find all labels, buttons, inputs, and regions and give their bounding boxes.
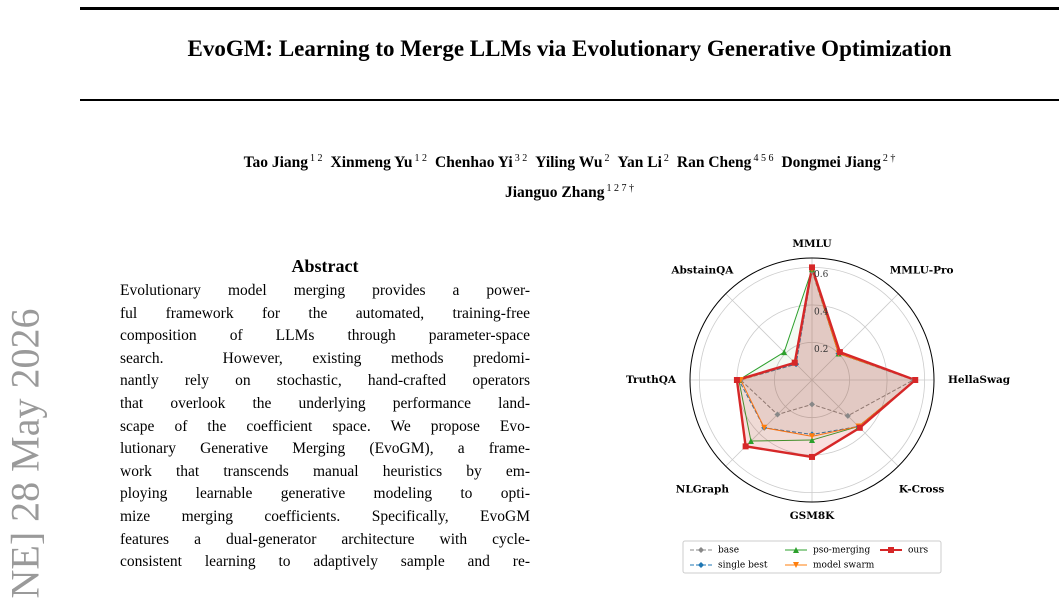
data-point — [844, 412, 851, 419]
legend-label: single best — [718, 561, 768, 571]
abstract-line: nantly rely on stochastic, hand-crafted … — [120, 372, 530, 390]
data-point — [809, 401, 815, 408]
grid-spoke — [811, 293, 899, 381]
axis-label: K-Cross — [899, 484, 945, 496]
author-name: Jianguo Zhang — [504, 184, 605, 202]
author-name: Yan Li — [617, 154, 662, 172]
abstract-line: ploying learnable generative modeling to… — [120, 485, 530, 503]
author-name: Chenhao Yi — [435, 154, 513, 172]
author-affiliation: 1 2 — [414, 153, 428, 164]
author-affiliation: 3 2 — [514, 153, 528, 164]
legend-item: model swarm — [785, 561, 875, 571]
author-line: Tao Jiang 1 2 Xinmeng Yu 1 2 Chenhao Yi 3 2 Yi… — [80, 146, 1059, 176]
abstract-line: lutionary Generative Merging (EvoGM), a … — [120, 440, 530, 458]
axis-label: MMLU — [792, 238, 831, 250]
legend-item: ours — [880, 546, 929, 556]
abstract-line: scape of the coefficient space. We propo… — [120, 417, 530, 435]
author-name: Dongmei Jiang — [781, 154, 881, 172]
author-affiliation: 1 2 — [310, 153, 323, 164]
author-name: Ran Cheng — [676, 154, 752, 172]
abstract-line: Evolutionary model merging provides a po… — [120, 282, 530, 299]
r-tick-label: 0.2 — [814, 345, 828, 355]
data-point — [809, 264, 815, 271]
author: Dongmei Jiang 2 † — [781, 153, 896, 172]
data-point — [742, 443, 749, 450]
data-point — [733, 377, 740, 383]
grid-spoke — [725, 379, 813, 467]
author-name: Tao Jiang — [243, 154, 309, 172]
data-point — [809, 433, 815, 440]
paper-title: EvoGM: Learning to Merge LLMs via Evolut… — [187, 36, 952, 61]
data-point — [836, 349, 843, 356]
authors: Tao Jiang 1 2 Xinmeng Yu 1 2 Chenhao Yi 3 2 Yi… — [80, 146, 1059, 206]
data-point — [809, 437, 815, 444]
data-point — [747, 438, 754, 445]
data-point — [809, 453, 815, 460]
author-affiliation: 2 — [604, 153, 610, 164]
abstract-line: consistent learning to adaptively sample… — [120, 553, 530, 571]
axis-label: AbstainQA — [670, 264, 734, 276]
author-name: Yiling Wu — [535, 154, 603, 172]
abstract-line: mize merging coefficients. Specifically,… — [120, 507, 530, 525]
abstract-line: features a dual-generator architecture w… — [120, 530, 530, 548]
legend-marker — [793, 547, 799, 553]
data-point — [781, 349, 788, 356]
author-name: Xinmeng Yu — [330, 154, 413, 172]
author-affiliation: 1 2 7 † — [606, 183, 635, 195]
abstract-body: Evolutionary model merging provides a po… — [120, 280, 530, 574]
data-point — [791, 359, 798, 366]
radar-frame — [689, 257, 935, 503]
author: Ran Cheng 4 5 6 — [676, 153, 774, 172]
author: Xinmeng Yu 1 2 — [330, 153, 428, 172]
abstract-line: that overlook the underlying performance… — [120, 394, 530, 412]
axis-label: GSM8K — [790, 510, 835, 522]
legend-marker — [888, 547, 894, 553]
axis-label: NLGraph — [676, 484, 730, 496]
legend-marker — [698, 547, 704, 553]
data-point — [912, 377, 919, 383]
axis-label: TruthQA — [626, 374, 677, 386]
data-point — [761, 424, 768, 431]
author: Yan Li 2 — [617, 153, 669, 172]
abstract-line: work that transcends manual heuristics b… — [120, 462, 530, 480]
axis-label: HellaSwag — [948, 374, 1011, 386]
author: Yiling Wu 2 — [535, 153, 610, 172]
legend-box — [682, 540, 942, 574]
grid-spoke — [811, 379, 899, 467]
legend-item: pso-merging — [785, 546, 870, 556]
legend-item: single best — [690, 561, 768, 571]
abstract-line: search. However, existing methods predom… — [120, 349, 530, 367]
abstract-line: ful framework for the automated, trainin… — [120, 304, 530, 322]
legend-label: ours — [908, 546, 929, 556]
legend-label: base — [718, 546, 739, 556]
abstract-line: composition of LLMs through parameter-sp… — [120, 327, 530, 345]
axis-label: MMLU-Pro — [890, 264, 954, 276]
data-point — [774, 411, 781, 418]
author-affiliation: 2 † — [882, 153, 896, 164]
legend-label: pso-merging — [813, 546, 870, 556]
author-affiliation: 4 5 6 — [753, 153, 774, 164]
title-rule — [80, 99, 1059, 101]
legend-item: base — [690, 546, 739, 556]
r-tick-label: 0.6 — [814, 270, 829, 280]
legend-label: model swarm — [813, 561, 875, 571]
r-tick-label: 0.4 — [814, 307, 829, 317]
author: Tao Jiang 1 2 — [243, 153, 323, 172]
legend-marker — [793, 562, 799, 568]
author-line: Jianguo Zhang 1 2 7 † — [80, 176, 1059, 206]
author: Jianguo Zhang 1 2 7 † — [504, 183, 635, 202]
abstract-heading: Abstract — [291, 256, 359, 276]
author: Chenhao Yi 3 2 — [435, 153, 528, 172]
author-affiliation: 2 — [663, 153, 669, 164]
legend-marker — [698, 562, 704, 568]
data-point — [856, 424, 863, 431]
top-rule — [80, 7, 1059, 10]
